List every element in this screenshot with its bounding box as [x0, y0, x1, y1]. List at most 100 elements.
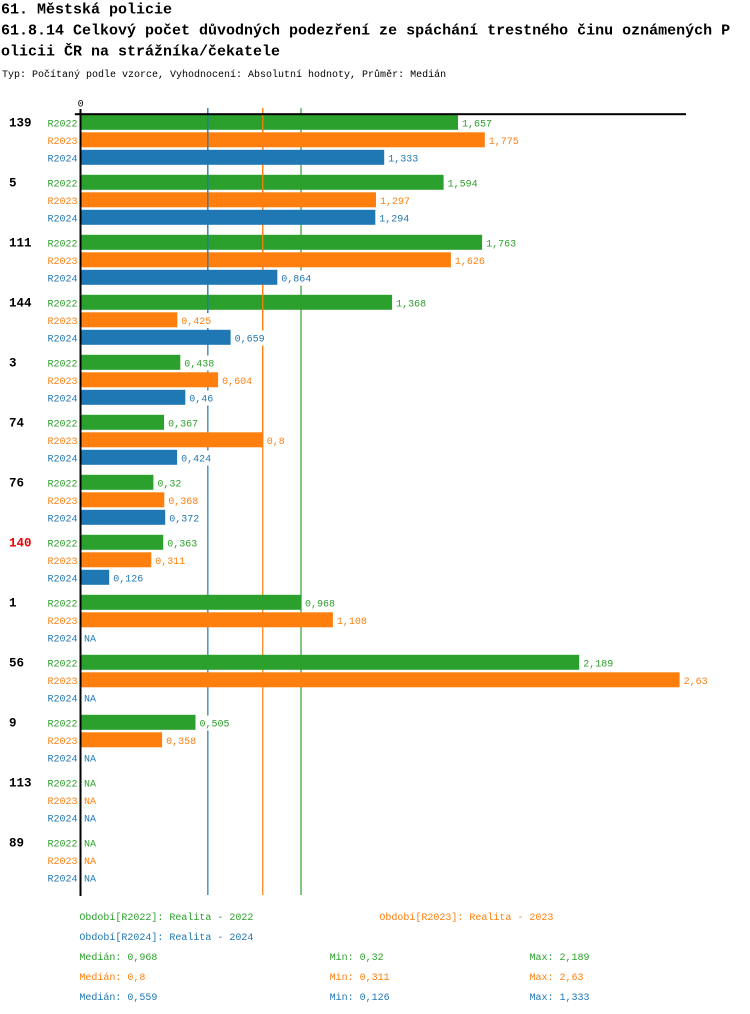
svg-text:R2024: R2024 [47, 574, 77, 585]
svg-text:NA: NA [84, 874, 96, 885]
svg-text:1,626: 1,626 [455, 257, 485, 268]
svg-text:0,126: 0,126 [113, 574, 143, 585]
svg-text:113: 113 [9, 777, 32, 791]
svg-text:R2022: R2022 [47, 719, 77, 730]
svg-text:Min: 0,126: Min: 0,126 [330, 992, 390, 1004]
svg-text:olicii ČR na strážníka/čekatel: olicii ČR na strážníka/čekatele [1, 43, 280, 61]
svg-text:74: 74 [9, 417, 25, 431]
svg-text:R2024: R2024 [47, 394, 77, 405]
svg-text:R2024: R2024 [47, 814, 77, 825]
svg-text:NA: NA [84, 857, 96, 868]
svg-text:R2022: R2022 [47, 659, 77, 670]
svg-text:Min: 0,32: Min: 0,32 [330, 952, 384, 964]
svg-text:R2023: R2023 [47, 257, 77, 268]
svg-text:56: 56 [9, 657, 24, 671]
svg-text:1,368: 1,368 [396, 299, 426, 310]
svg-text:R2023: R2023 [47, 737, 77, 748]
svg-text:0,604: 0,604 [222, 377, 252, 388]
svg-text:1,297: 1,297 [380, 197, 410, 208]
svg-text:NA: NA [84, 797, 96, 808]
svg-text:R2024: R2024 [47, 454, 77, 465]
svg-text:Typ: Počítaný podle vzorce, Vy: Typ: Počítaný podle vzorce, Vyhodnocení:… [2, 68, 446, 81]
svg-text:R2023: R2023 [47, 377, 77, 388]
svg-text:R2022: R2022 [47, 839, 77, 850]
svg-text:R2023: R2023 [47, 137, 77, 148]
svg-text:R2023: R2023 [47, 437, 77, 448]
svg-text:R2024: R2024 [47, 874, 77, 885]
svg-text:R2023: R2023 [47, 857, 77, 868]
svg-text:1,594: 1,594 [448, 179, 478, 190]
svg-text:0,367: 0,367 [168, 419, 198, 430]
svg-text:NA: NA [84, 814, 96, 825]
svg-text:R2024: R2024 [47, 514, 77, 525]
svg-text:0,372: 0,372 [169, 514, 199, 525]
svg-text:NA: NA [84, 779, 96, 790]
svg-text:R2022: R2022 [47, 779, 77, 790]
svg-text:1,333: 1,333 [388, 154, 418, 165]
svg-text:0,659: 0,659 [235, 334, 265, 345]
svg-text:Období[R2024]: Realita - 2024: Období[R2024]: Realita - 2024 [79, 932, 253, 944]
svg-text:R2022: R2022 [47, 419, 77, 430]
svg-text:R2022: R2022 [47, 119, 77, 130]
svg-text:R2022: R2022 [47, 539, 77, 550]
svg-text:1: 1 [9, 597, 17, 611]
svg-text:1,657: 1,657 [462, 119, 492, 130]
svg-text:Období[R2022]: Realita - 2022: Období[R2022]: Realita - 2022 [79, 912, 253, 924]
svg-text:111: 111 [9, 237, 32, 251]
svg-text:0,438: 0,438 [184, 359, 214, 370]
svg-text:0,358: 0,358 [166, 737, 196, 748]
svg-text:R2024: R2024 [47, 634, 77, 645]
svg-text:R2024: R2024 [47, 694, 77, 705]
svg-text:Max: 2,189: Max: 2,189 [530, 953, 590, 964]
svg-text:R2022: R2022 [47, 359, 77, 370]
svg-text:R2022: R2022 [47, 599, 77, 610]
svg-text:0: 0 [78, 100, 84, 111]
svg-text:139: 139 [9, 117, 32, 131]
svg-text:2,63: 2,63 [684, 677, 708, 688]
svg-text:R2022: R2022 [47, 479, 77, 490]
svg-text:76: 76 [9, 477, 24, 491]
svg-text:2,189: 2,189 [583, 659, 613, 670]
svg-text:R2023: R2023 [47, 677, 77, 688]
svg-text:9: 9 [9, 717, 17, 731]
svg-text:NA: NA [84, 754, 96, 765]
svg-text:Max: 2,63: Max: 2,63 [530, 973, 584, 984]
svg-text:NA: NA [84, 839, 96, 850]
svg-text:Min: 0,311: Min: 0,311 [330, 972, 390, 984]
svg-text:R2024: R2024 [47, 754, 77, 765]
svg-text:Medián: 0,968: Medián: 0,968 [79, 952, 157, 964]
svg-text:0,425: 0,425 [181, 317, 211, 328]
svg-text:1,294: 1,294 [379, 214, 409, 225]
svg-text:R2022: R2022 [47, 179, 77, 190]
svg-text:61.8.14 Celkový počet důvodnýc: 61.8.14 Celkový počet důvodných podezřen… [1, 23, 730, 40]
svg-text:R2023: R2023 [47, 317, 77, 328]
svg-text:144: 144 [9, 297, 32, 311]
svg-text:89: 89 [9, 837, 24, 851]
svg-text:Medián: 0,8: Medián: 0,8 [79, 972, 145, 984]
svg-text:NA: NA [84, 694, 96, 705]
svg-text:0,864: 0,864 [281, 274, 311, 285]
svg-text:R2023: R2023 [47, 797, 77, 808]
svg-text:61. Městská policie: 61. Městská policie [1, 2, 172, 19]
svg-text:R2023: R2023 [47, 497, 77, 508]
svg-text:R2024: R2024 [47, 214, 77, 225]
svg-text:R2024: R2024 [47, 334, 77, 345]
svg-text:R2023: R2023 [47, 617, 77, 628]
svg-text:Max: 1,333: Max: 1,333 [530, 993, 590, 1004]
svg-text:140: 140 [9, 537, 32, 551]
svg-text:R2024: R2024 [47, 274, 77, 285]
svg-text:0,424: 0,424 [181, 454, 211, 465]
svg-text:0,32: 0,32 [157, 479, 181, 490]
svg-text:R2022: R2022 [47, 239, 77, 250]
svg-text:R2023: R2023 [47, 197, 77, 208]
svg-text:1,775: 1,775 [489, 137, 519, 148]
svg-text:3: 3 [9, 357, 17, 371]
svg-text:0,363: 0,363 [167, 539, 197, 550]
svg-text:0,8: 0,8 [267, 437, 285, 448]
svg-text:0,46: 0,46 [189, 394, 213, 405]
svg-text:R2022: R2022 [47, 299, 77, 310]
svg-text:1,108: 1,108 [337, 617, 367, 628]
svg-text:1,763: 1,763 [486, 239, 516, 250]
svg-text:0,968: 0,968 [305, 599, 335, 610]
svg-text:0,368: 0,368 [168, 497, 198, 508]
